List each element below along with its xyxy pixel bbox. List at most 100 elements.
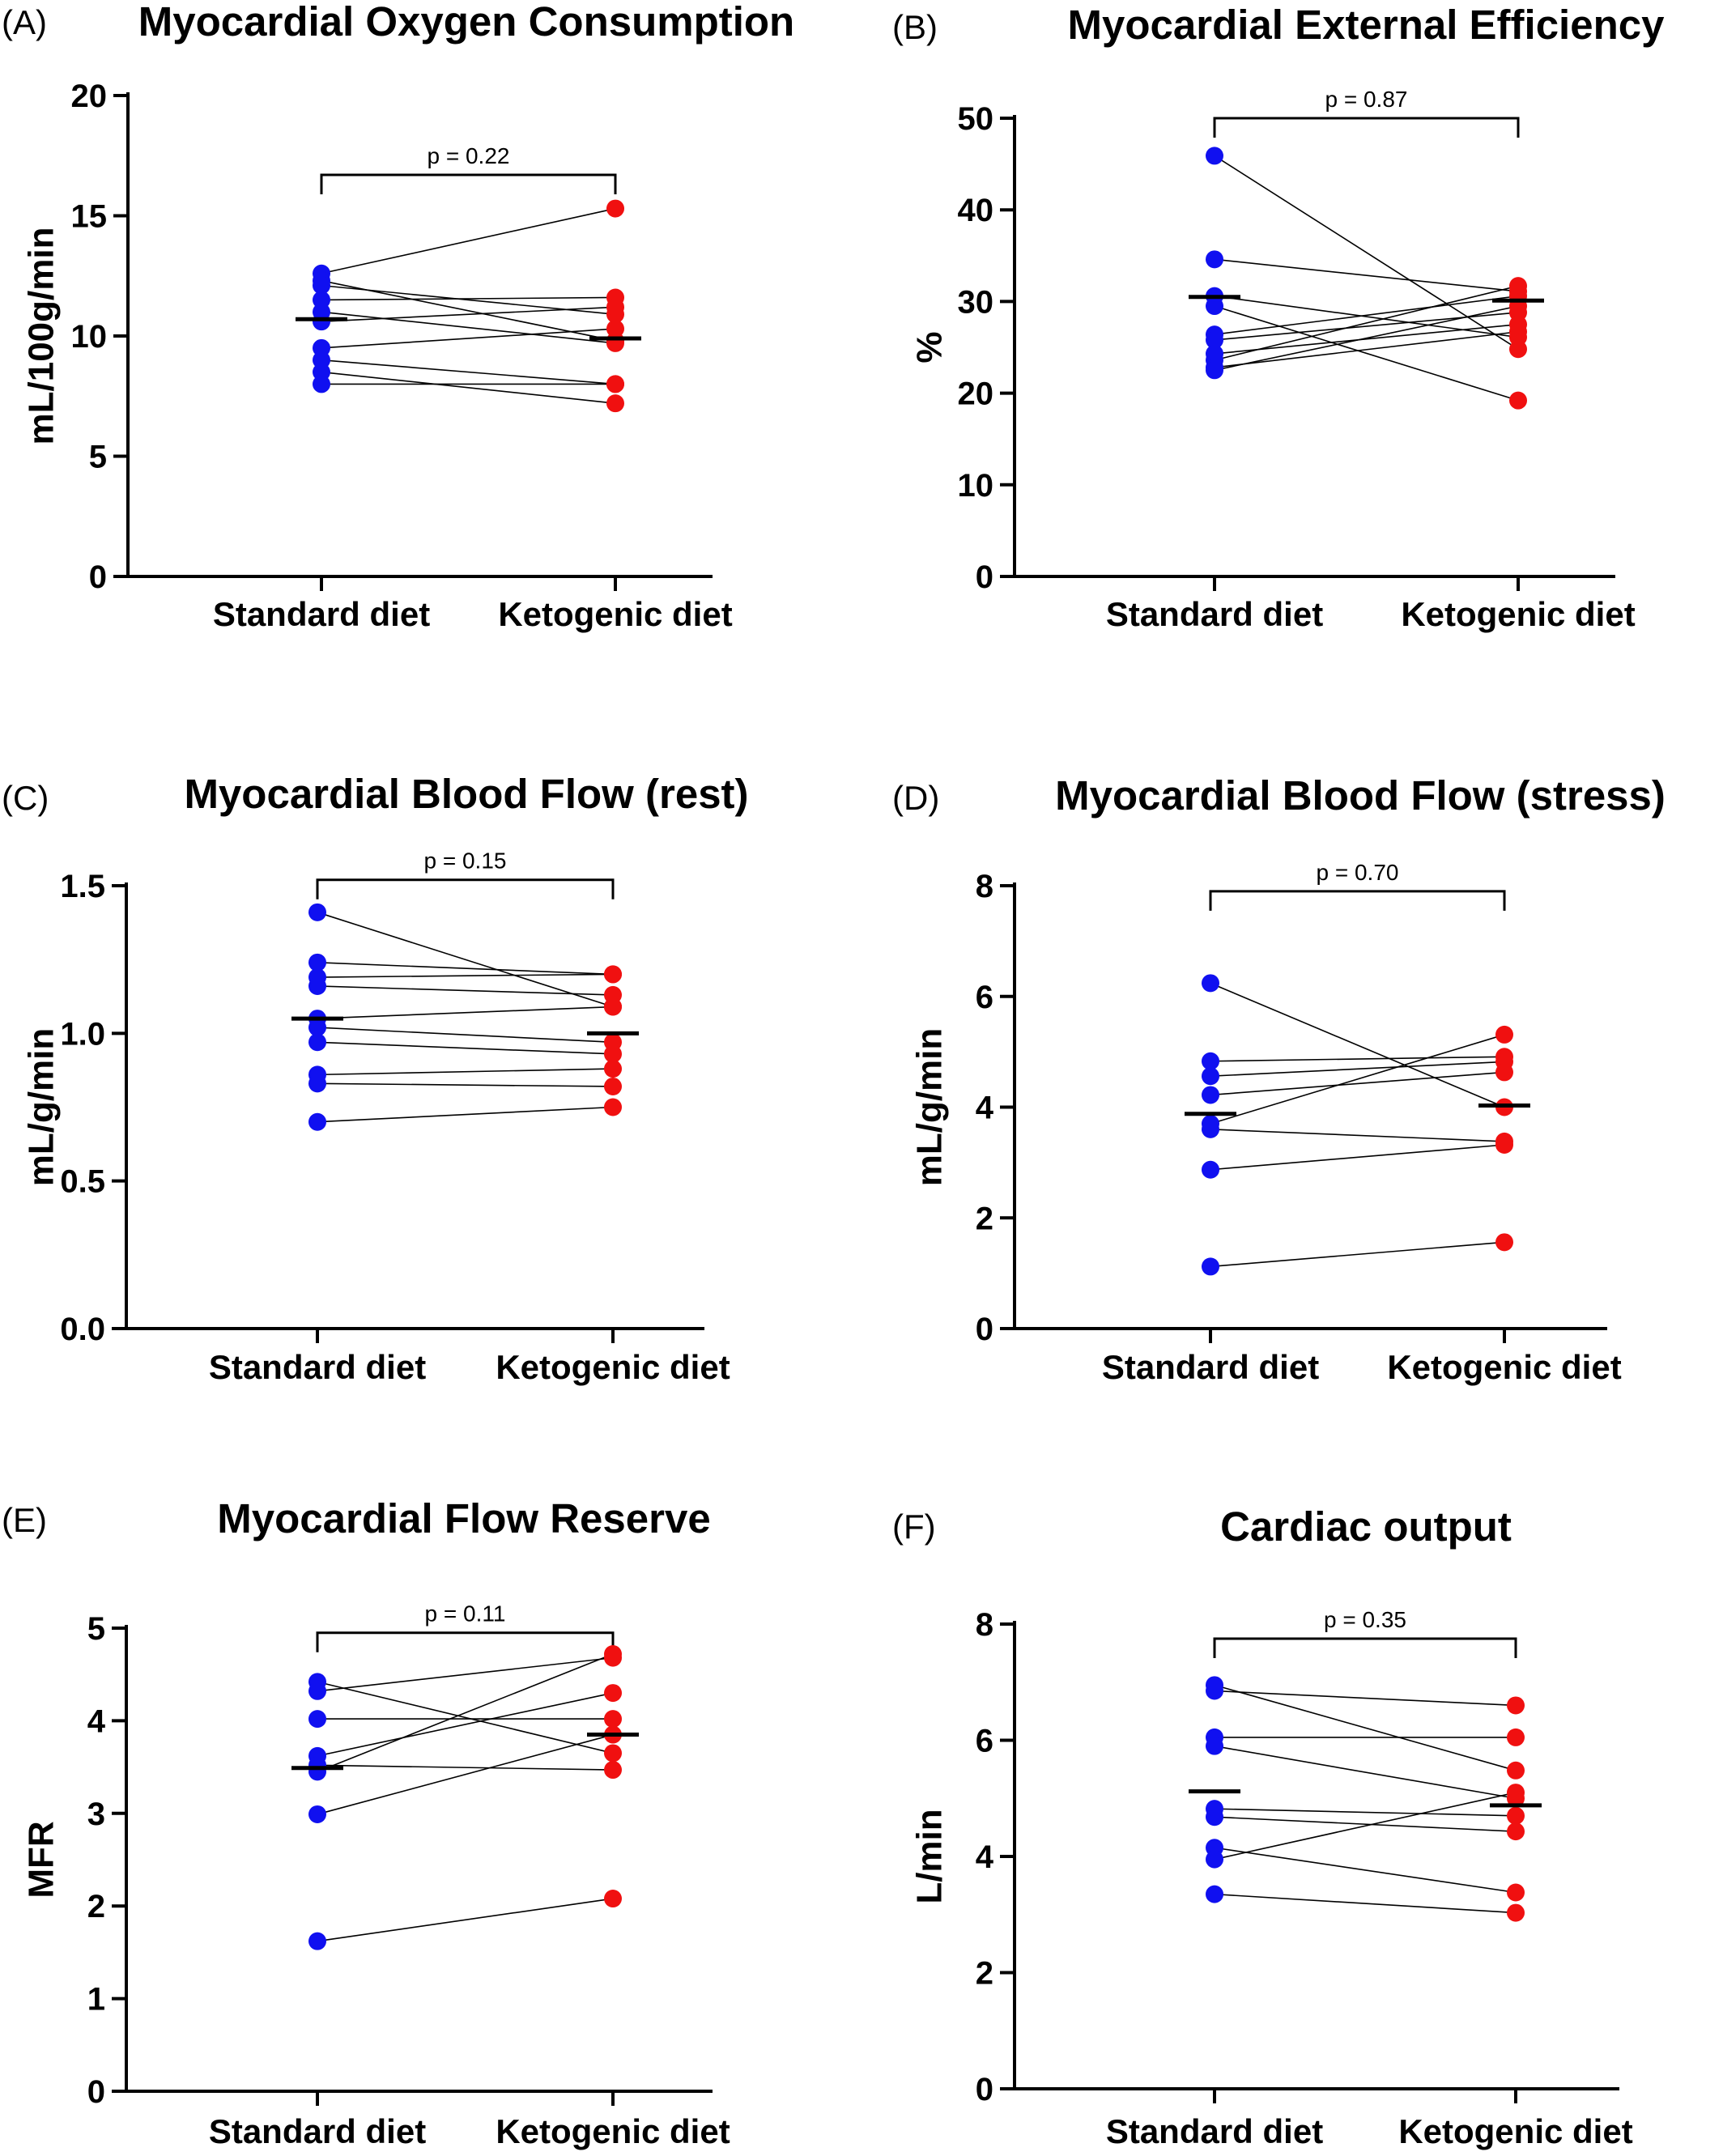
category-label: Standard diet bbox=[1106, 595, 1323, 633]
standard-diet-point bbox=[1206, 147, 1223, 165]
standard-diet-point bbox=[308, 1682, 326, 1700]
standard-diet-point bbox=[1206, 1850, 1223, 1869]
panel-letter: (B) bbox=[892, 8, 938, 46]
standard-diet-point bbox=[308, 953, 326, 972]
ketogenic-diet-point bbox=[1495, 1063, 1513, 1082]
pair-line bbox=[317, 1068, 614, 1076]
standard-diet-point bbox=[1202, 1120, 1219, 1138]
significance-bracket bbox=[1209, 890, 1506, 911]
significance-bracket bbox=[316, 878, 615, 899]
y-tick-label: 4 bbox=[976, 1839, 994, 1875]
y-tick-label: 0.5 bbox=[60, 1164, 105, 1200]
y-tick-label: 5 bbox=[87, 1611, 105, 1647]
pair-line bbox=[1214, 1745, 1517, 1800]
y-tick-label: 0 bbox=[87, 2074, 105, 2110]
pair-line bbox=[317, 1653, 614, 1773]
standard-diet-point bbox=[313, 375, 330, 393]
standard-diet-point bbox=[1202, 1052, 1219, 1070]
significance-bracket bbox=[1213, 117, 1520, 138]
standard-diet-point bbox=[308, 1805, 326, 1823]
standard-diet-point bbox=[1202, 1067, 1219, 1086]
pair-line bbox=[1210, 1241, 1505, 1268]
pair-line bbox=[1214, 285, 1519, 361]
pair-line bbox=[1214, 1847, 1517, 1894]
y-tick-label: 2 bbox=[976, 1956, 993, 1992]
ketogenic-diet-point bbox=[1507, 1728, 1525, 1746]
p-value-label: p = 0.70 bbox=[1317, 860, 1399, 885]
standard-diet-point bbox=[1206, 1682, 1223, 1700]
chart-title: Myocardial Blood Flow (stress) bbox=[1055, 772, 1666, 819]
pair-line bbox=[317, 912, 614, 1008]
y-tick-label: 8 bbox=[976, 1607, 993, 1643]
chart-panel-2: (B) Myocardial External Efficiency 0 10 20 30… bbox=[892, 2, 1665, 633]
ketogenic-diet-point bbox=[604, 1098, 622, 1116]
pair-line bbox=[317, 1764, 614, 1771]
standard-diet-point bbox=[308, 1932, 326, 1950]
y-tick-label: 50 bbox=[958, 101, 994, 137]
y-tick-label: 10 bbox=[958, 468, 994, 504]
chart-title: Cardiac output bbox=[1220, 1503, 1512, 1550]
y-tick-label: 0 bbox=[89, 559, 107, 595]
standard-diet-point bbox=[308, 1018, 326, 1037]
pair-line bbox=[1214, 1816, 1517, 1832]
standard-diet-point bbox=[308, 903, 326, 921]
standard-diet-point bbox=[1206, 1808, 1223, 1826]
standard-diet-point bbox=[308, 1763, 326, 1781]
ketogenic-diet-point bbox=[1507, 1784, 1525, 1802]
ketogenic-diet-point bbox=[606, 394, 624, 413]
y-tick-label: 4 bbox=[87, 1703, 106, 1739]
pair-line bbox=[317, 1006, 614, 1019]
pair-line bbox=[1214, 1690, 1517, 1707]
ketogenic-diet-point bbox=[604, 1060, 622, 1078]
pair-line bbox=[1210, 982, 1505, 1108]
y-tick-label: 0 bbox=[976, 559, 993, 595]
pair-line bbox=[321, 207, 616, 274]
ketogenic-diet-point bbox=[604, 1645, 622, 1664]
ketogenic-diet-point bbox=[1507, 1883, 1525, 1902]
y-tick-label: 10 bbox=[71, 319, 108, 355]
pair-line bbox=[317, 1681, 614, 1754]
pair-line bbox=[1214, 305, 1519, 402]
y-axis-label: mL/g/min bbox=[909, 1028, 949, 1187]
p-value-label: p = 0.15 bbox=[424, 848, 507, 874]
panel-letter: (E) bbox=[2, 1501, 47, 1539]
pair-line bbox=[1214, 305, 1519, 372]
ketogenic-diet-point bbox=[1509, 391, 1527, 410]
y-tick-label: 1.0 bbox=[60, 1016, 105, 1052]
pair-line bbox=[317, 1041, 614, 1055]
ketogenic-diet-point bbox=[1507, 1822, 1525, 1841]
ketogenic-diet-point bbox=[604, 1077, 622, 1095]
pair-line bbox=[1210, 1056, 1505, 1062]
pair-line bbox=[1210, 1144, 1505, 1171]
y-axis-label: mL/100g/min bbox=[21, 228, 61, 445]
pair-line bbox=[317, 1898, 614, 1942]
category-label: Ketogenic diet bbox=[498, 595, 732, 633]
y-tick-label: 2 bbox=[976, 1201, 993, 1236]
pair-line bbox=[321, 371, 616, 404]
standard-diet-point bbox=[308, 1074, 326, 1093]
chart-title: Myocardial Oxygen Consumption bbox=[138, 0, 794, 45]
pair-line bbox=[317, 1027, 614, 1044]
pair-line bbox=[317, 973, 614, 978]
pair-line bbox=[317, 1082, 614, 1087]
y-tick-label: 30 bbox=[958, 284, 994, 320]
ketogenic-diet-point bbox=[606, 320, 624, 338]
pair-line bbox=[1210, 1034, 1505, 1125]
category-label: Ketogenic diet bbox=[496, 1348, 730, 1386]
pair-line bbox=[317, 985, 614, 996]
ketogenic-diet-point bbox=[1495, 1233, 1513, 1252]
y-tick-label: 0 bbox=[976, 1312, 993, 1347]
y-tick-label: 3 bbox=[87, 1797, 105, 1832]
y-tick-label: 6 bbox=[976, 980, 993, 1015]
chart-panel-4: (D) Myocardial Blood Flow (stress) 0 2 4 6 8 St… bbox=[892, 772, 1666, 1386]
panel-letter: (D) bbox=[892, 779, 939, 817]
category-label: Ketogenic diet bbox=[1387, 1348, 1621, 1386]
p-value-label: p = 0.11 bbox=[425, 1601, 506, 1627]
panel-letter: (A) bbox=[2, 3, 47, 41]
category-label: Standard diet bbox=[213, 595, 430, 633]
standard-diet-point bbox=[313, 276, 330, 295]
y-axis-label: % bbox=[909, 331, 949, 363]
standard-diet-point bbox=[1206, 297, 1223, 316]
standard-diet-point bbox=[1202, 1257, 1219, 1276]
